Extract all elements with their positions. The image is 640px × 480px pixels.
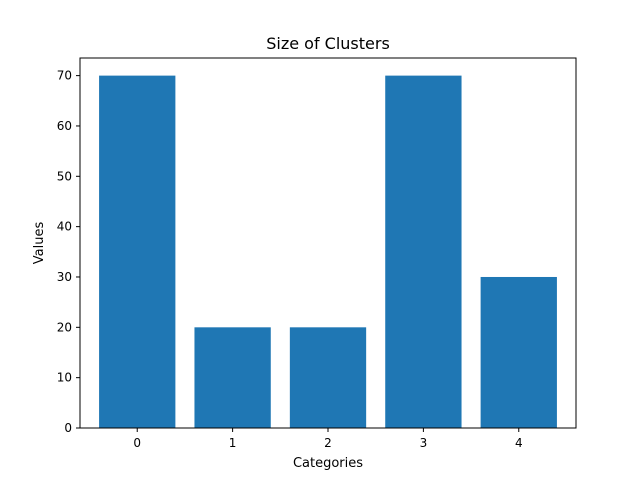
y-tick-label: 60	[57, 119, 72, 133]
bar-0	[99, 75, 176, 428]
x-axis-label: Categories	[293, 456, 363, 471]
y-axis-label: Values	[32, 222, 47, 265]
x-tick-label: 4	[515, 436, 523, 450]
y-tick-label: 30	[57, 270, 72, 284]
y-tick-label: 40	[57, 220, 72, 234]
x-tick-label: 3	[420, 436, 428, 450]
y-tick-label: 0	[64, 421, 72, 435]
y-axis-ticks: 0 10 20 30 40 50 60 70	[57, 69, 80, 435]
y-tick-label: 10	[57, 371, 72, 385]
bar-4	[480, 276, 557, 428]
x-tick-label: 2	[324, 436, 332, 450]
bar-3	[385, 75, 462, 428]
chart-title: Size of Clusters	[266, 34, 390, 53]
bars-layer	[99, 75, 557, 428]
x-axis-ticks: 0 1 2 3 4	[133, 428, 523, 450]
y-tick-label: 70	[57, 69, 72, 83]
bar-2	[289, 327, 367, 428]
x-tick-label: 0	[133, 436, 141, 450]
y-tick-label: 50	[57, 169, 72, 183]
y-tick-label: 20	[57, 320, 72, 334]
bar-1	[194, 327, 271, 428]
x-tick-label: 1	[229, 436, 237, 450]
